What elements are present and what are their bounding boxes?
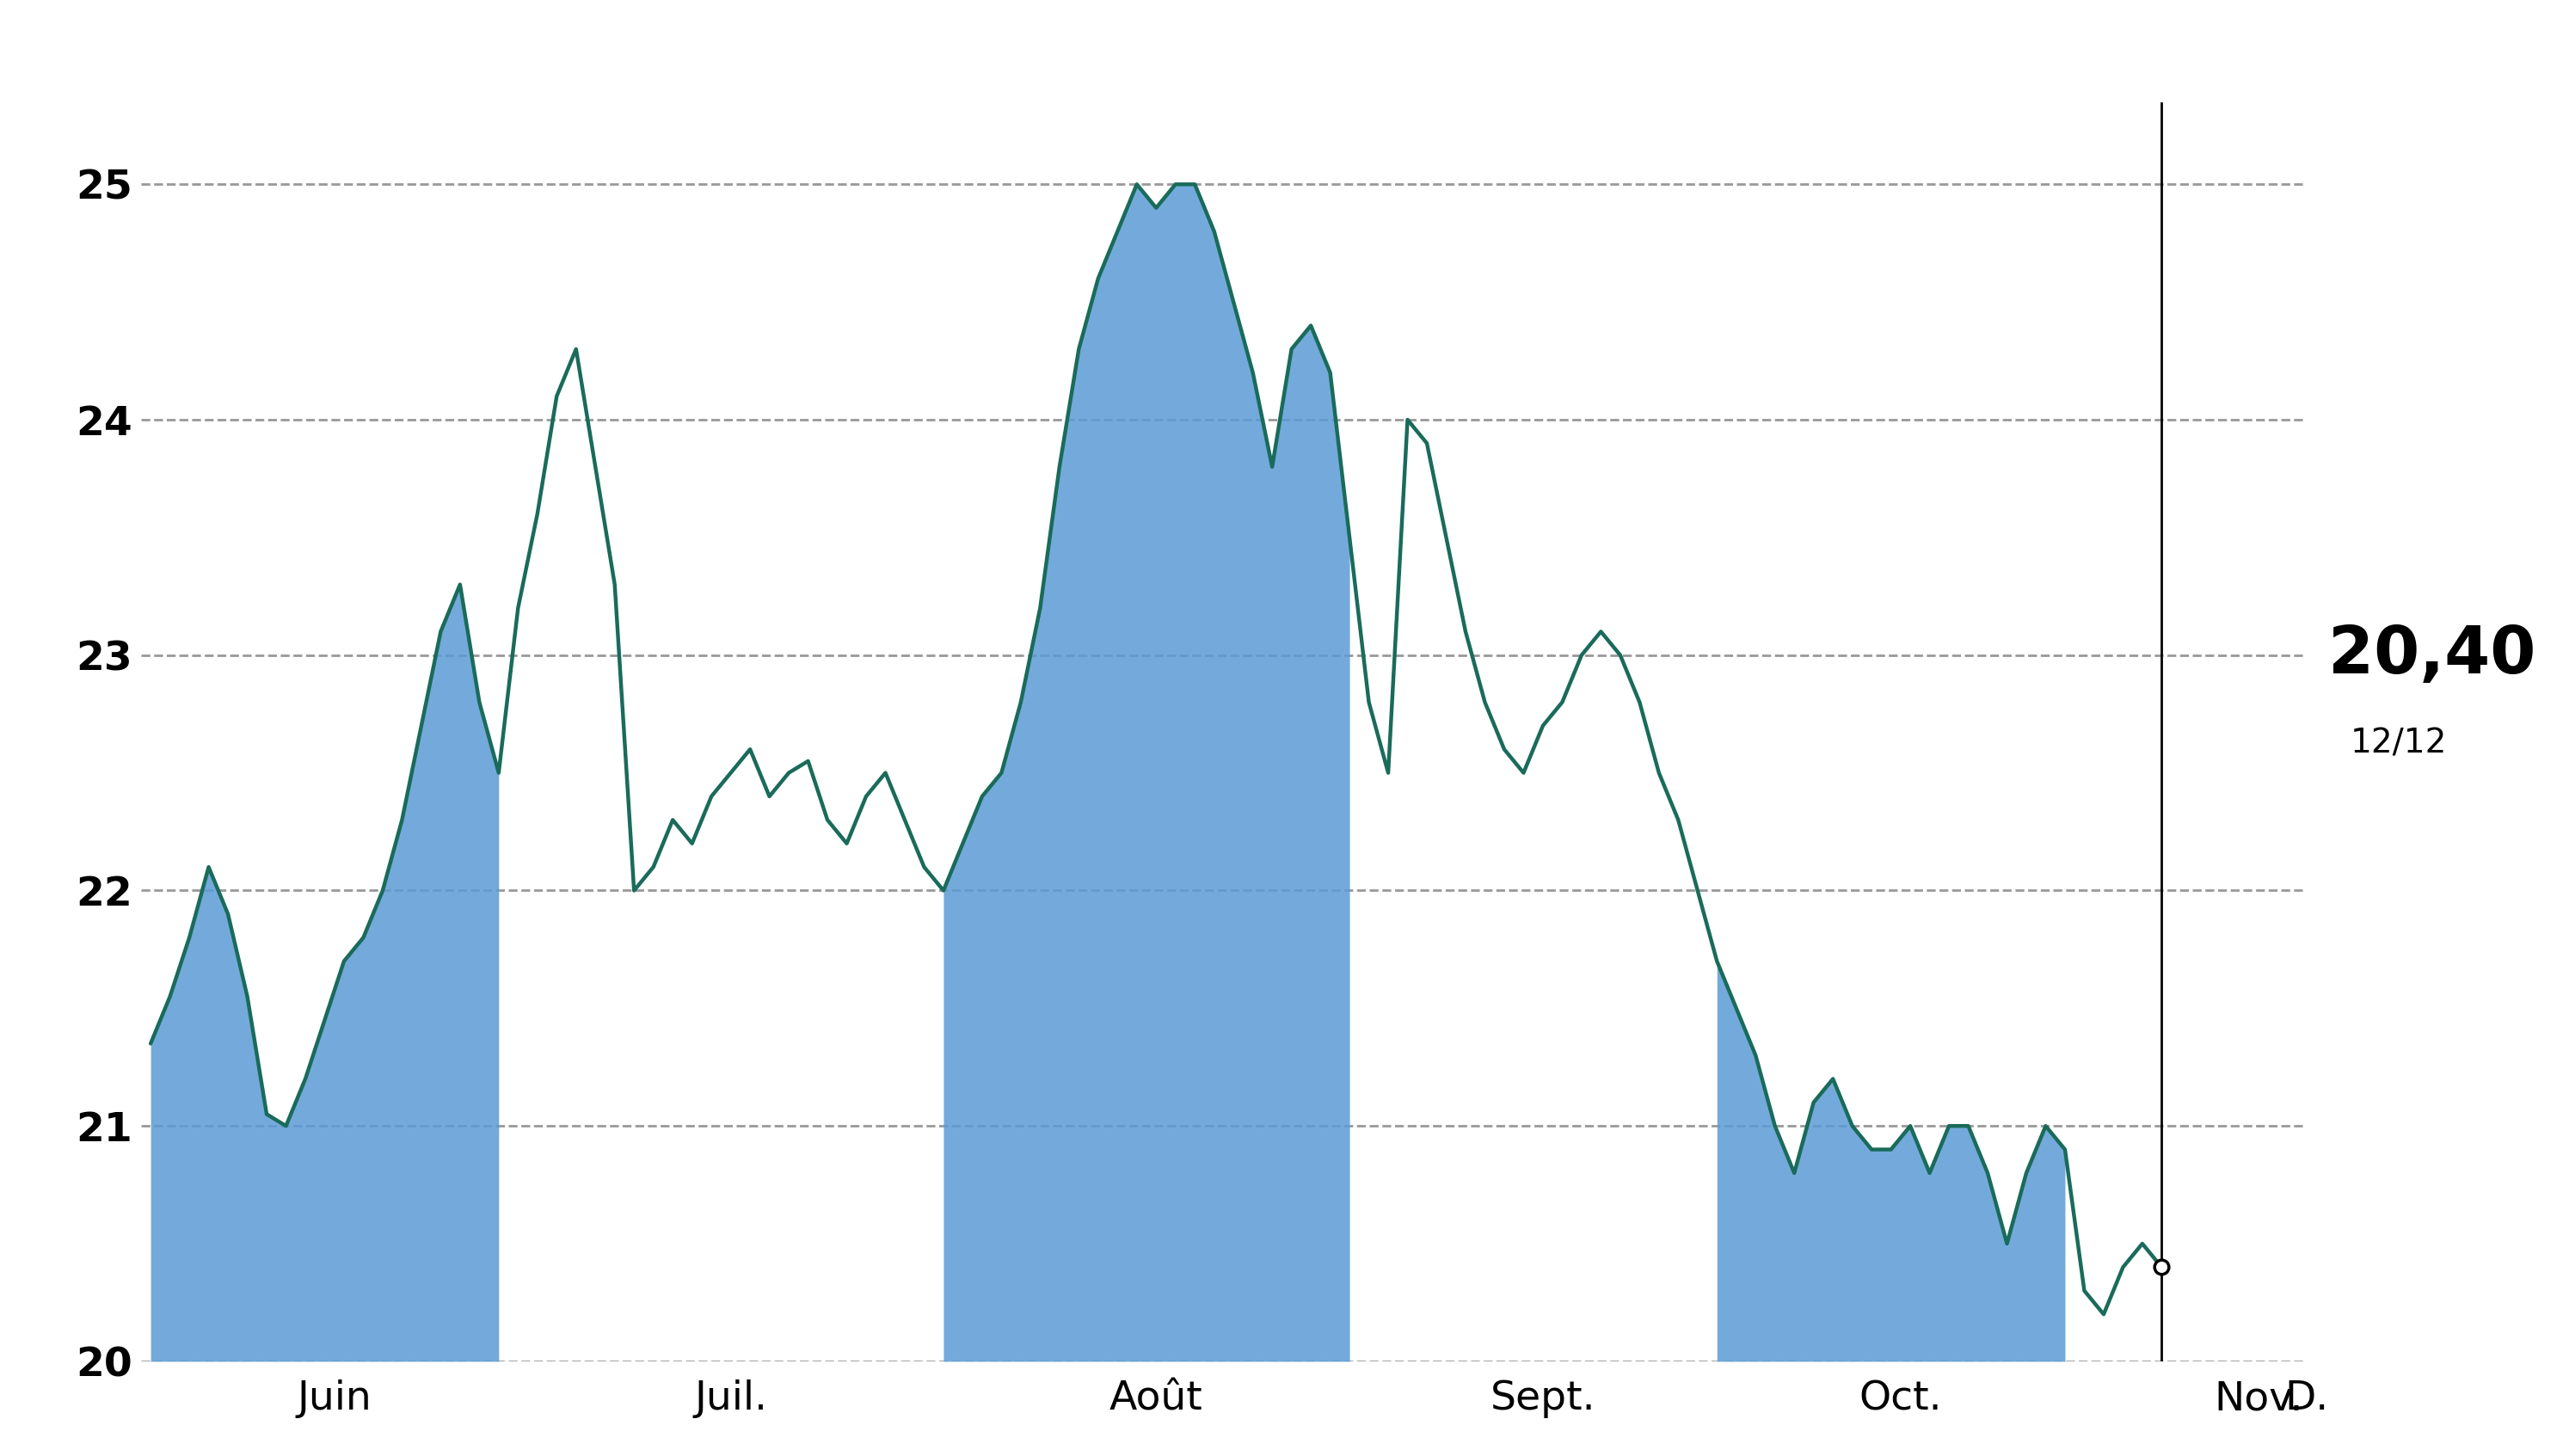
Text: 12/12: 12/12: [2350, 727, 2448, 760]
Text: TIKEHAU CAPITAL: TIKEHAU CAPITAL: [879, 15, 1684, 95]
Text: 20,40: 20,40: [2327, 623, 2535, 687]
